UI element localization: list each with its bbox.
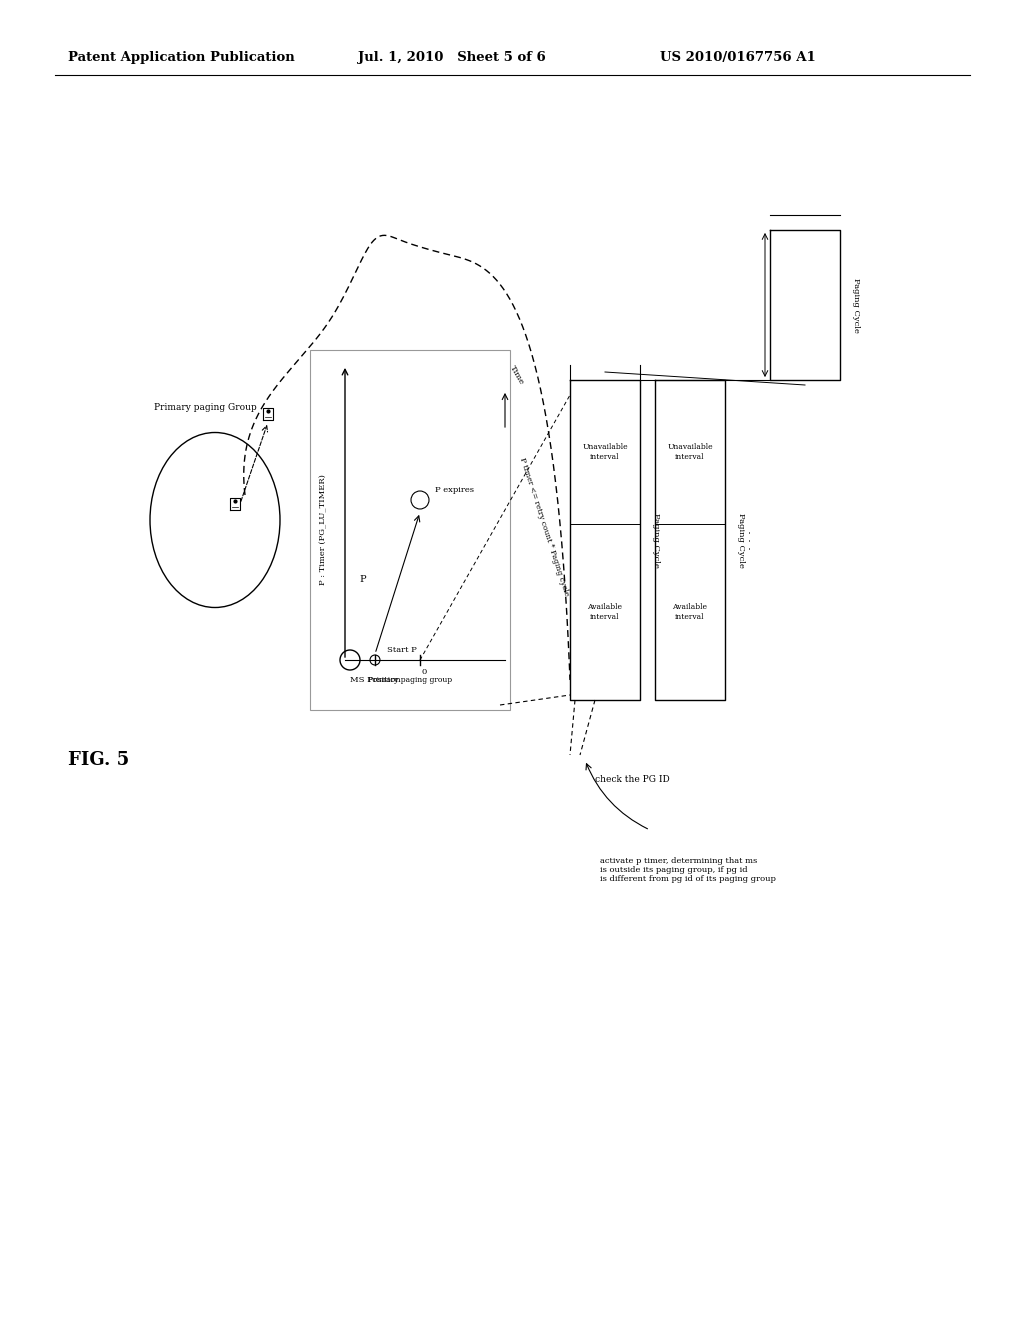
- Text: Paging Cycle: Paging Cycle: [652, 512, 660, 568]
- Text: P timer <= retry count * Paging cycle: P timer <= retry count * Paging cycle: [518, 457, 570, 597]
- Text: MS Position: MS Position: [349, 676, 400, 684]
- Text: P: P: [359, 576, 367, 585]
- Text: check the PG ID: check the PG ID: [595, 776, 670, 784]
- Text: US 2010/0167756 A1: US 2010/0167756 A1: [660, 51, 816, 65]
- Text: Jul. 1, 2010   Sheet 5 of 6: Jul. 1, 2010 Sheet 5 of 6: [358, 51, 546, 65]
- Circle shape: [340, 649, 360, 671]
- Text: activate p timer, determining that ms
is outside its paging group, if pg id
is d: activate p timer, determining that ms is…: [600, 857, 776, 883]
- Text: Start P: Start P: [387, 645, 417, 653]
- Text: Time: Time: [508, 364, 525, 385]
- Text: Available
interval: Available interval: [673, 603, 708, 620]
- Text: FIG. 5: FIG. 5: [68, 751, 129, 770]
- Text: P : Timer (PG_LU_TIMER): P : Timer (PG_LU_TIMER): [319, 475, 327, 586]
- Circle shape: [411, 491, 429, 510]
- Text: Primary paging group: Primary paging group: [368, 676, 452, 684]
- Text: Primary paging Group: Primary paging Group: [154, 404, 256, 412]
- Circle shape: [370, 655, 380, 665]
- Text: Paging Cycle: Paging Cycle: [737, 512, 745, 568]
- Text: . . .: . . .: [741, 531, 754, 550]
- Text: Unavailable
interval: Unavailable interval: [583, 444, 628, 461]
- Text: 0: 0: [422, 668, 427, 676]
- Text: Paging Cycle: Paging Cycle: [852, 277, 860, 333]
- Bar: [310, 350, 510, 710]
- Text: Available
interval: Available interval: [588, 603, 623, 620]
- Text: Unavailable
interval: Unavailable interval: [668, 444, 713, 461]
- Text: Patent Application Publication: Patent Application Publication: [68, 51, 295, 65]
- Text: P expires: P expires: [435, 486, 474, 494]
